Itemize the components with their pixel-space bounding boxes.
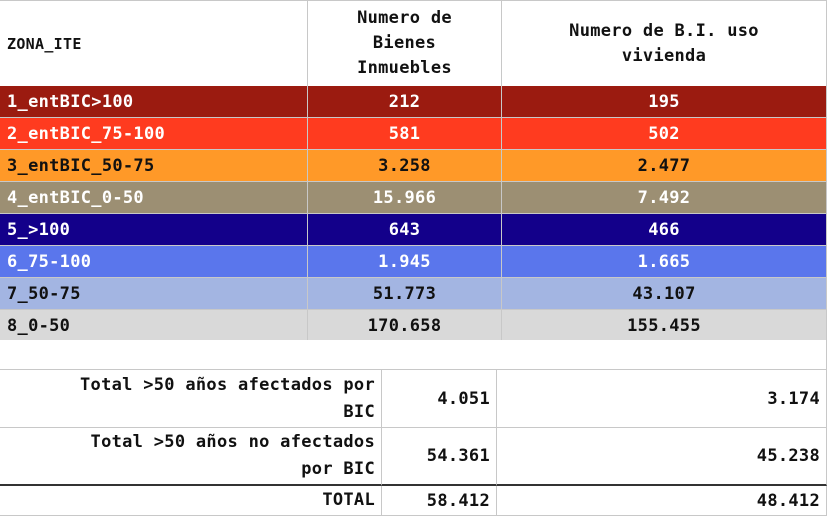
total-no-afectados-label[interactable]: Total >50 años no afectados por BIC [0, 428, 382, 486]
header-row: ZONA_ITE Numero de Bienes Inmuebles Nume… [0, 0, 827, 87]
vivienda-cell[interactable]: 195 [502, 86, 827, 118]
bienes-cell[interactable]: 643 [308, 214, 502, 246]
table-row: 5_>100 643 466 [0, 214, 827, 246]
table-row: 3_entBIC_50-75 3.258 2.477 [0, 150, 827, 182]
total-afectados-bienes[interactable]: 4.051 [382, 370, 497, 428]
table-row: 8_0-50 170.658 155.455 [0, 310, 827, 342]
table-row: 4_entBIC_0-50 15.966 7.492 [0, 182, 827, 214]
zona-cell[interactable]: 7_50-75 [0, 278, 308, 310]
bienes-cell[interactable]: 15.966 [308, 182, 502, 214]
vivienda-cell[interactable]: 466 [502, 214, 827, 246]
bienes-cell[interactable]: 170.658 [308, 310, 502, 342]
bienes-cell[interactable]: 1.945 [308, 246, 502, 278]
vivienda-cell[interactable]: 155.455 [502, 310, 827, 342]
table-row: 6_75-100 1.945 1.665 [0, 246, 827, 278]
vivienda-cell[interactable]: 1.665 [502, 246, 827, 278]
total-afectados-vivienda[interactable]: 3.174 [497, 370, 827, 428]
vivienda-cell[interactable]: 43.107 [502, 278, 827, 310]
table-row: 7_50-75 51.773 43.107 [0, 278, 827, 310]
zona-cell[interactable]: 2_entBIC_75-100 [0, 118, 308, 150]
total-label[interactable]: TOTAL [0, 486, 382, 516]
empty-cell[interactable] [0, 340, 827, 370]
bienes-cell[interactable]: 51.773 [308, 278, 502, 310]
header-numero-bi-vivienda[interactable]: Numero de B.I. uso vivienda [502, 1, 827, 87]
total-vivienda[interactable]: 48.412 [497, 486, 827, 516]
header-numero-bienes[interactable]: Numero de Bienes Inmuebles [308, 1, 502, 87]
zona-cell[interactable]: 1_entBIC>100 [0, 86, 308, 118]
zona-cell[interactable]: 5_>100 [0, 214, 308, 246]
total-bienes[interactable]: 58.412 [382, 486, 497, 516]
header-zona-ite[interactable]: ZONA_ITE [0, 1, 308, 87]
bienes-cell[interactable]: 212 [308, 86, 502, 118]
table-row: 2_entBIC_75-100 581 502 [0, 118, 827, 150]
table-row: 1_entBIC>100 212 195 [0, 86, 827, 118]
empty-row [0, 340, 827, 370]
bienes-cell[interactable]: 3.258 [308, 150, 502, 182]
zona-cell[interactable]: 3_entBIC_50-75 [0, 150, 308, 182]
vivienda-cell[interactable]: 502 [502, 118, 827, 150]
vivienda-cell[interactable]: 7.492 [502, 182, 827, 214]
zona-cell[interactable]: 8_0-50 [0, 310, 308, 342]
total-afectados-row: Total >50 años afectados por BIC 4.051 3… [0, 370, 827, 428]
total-no-afectados-row: Total >50 años no afectados por BIC 54.3… [0, 428, 827, 486]
zona-cell[interactable]: 4_entBIC_0-50 [0, 182, 308, 214]
total-afectados-label[interactable]: Total >50 años afectados por BIC [0, 370, 382, 428]
zona-cell[interactable]: 6_75-100 [0, 246, 308, 278]
bienes-cell[interactable]: 581 [308, 118, 502, 150]
total-no-afectados-vivienda[interactable]: 45.238 [497, 428, 827, 486]
total-no-afectados-bienes[interactable]: 54.361 [382, 428, 497, 486]
vivienda-cell[interactable]: 2.477 [502, 150, 827, 182]
total-row: TOTAL 58.412 48.412 [0, 486, 827, 516]
